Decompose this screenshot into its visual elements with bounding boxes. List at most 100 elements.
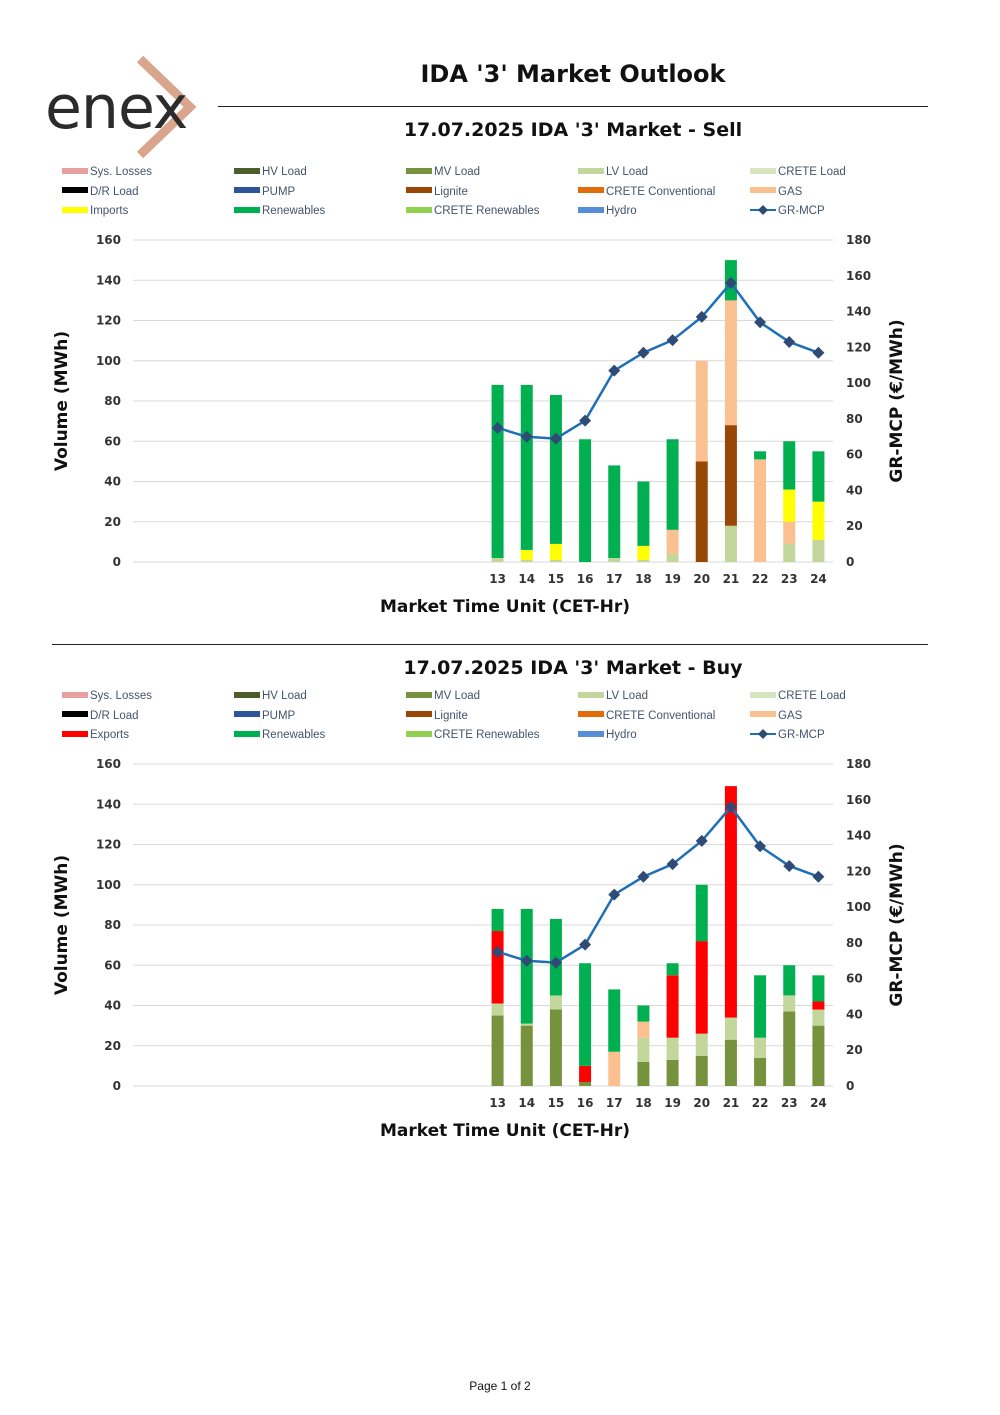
gr-mcp-point-14 bbox=[520, 430, 533, 443]
y-tick-label: 20 bbox=[104, 515, 121, 529]
section-divider bbox=[52, 644, 928, 645]
bar-imports-14 bbox=[520, 549, 533, 560]
bar-imports-23 bbox=[783, 489, 796, 522]
legend-label: Sys. Losses bbox=[90, 166, 152, 178]
y-tick-label: 160 bbox=[96, 757, 121, 771]
legend-label: Renewables bbox=[262, 205, 326, 217]
gr-mcp-point-20 bbox=[695, 310, 708, 323]
legend-label: PUMP bbox=[262, 185, 296, 198]
legend-item-crete-conventional: CRETE Conventional bbox=[578, 708, 715, 724]
y-tick-label: 0 bbox=[113, 555, 121, 569]
legend-swatch bbox=[406, 691, 432, 698]
legend-swatch bbox=[406, 187, 432, 194]
legend-item-renewables: Renewables bbox=[234, 203, 325, 219]
y-tick-label: 40 bbox=[104, 475, 121, 489]
x-tick-label: 18 bbox=[635, 1096, 652, 1110]
x-tick-label: 18 bbox=[635, 572, 652, 586]
x-tick-label: 22 bbox=[752, 572, 769, 586]
legend-swatch bbox=[406, 206, 432, 213]
bar-renewables-16 bbox=[579, 963, 592, 1066]
y2-tick-label: 120 bbox=[846, 864, 871, 878]
x-tick-label: 13 bbox=[489, 572, 506, 586]
bar-renewables-24 bbox=[812, 975, 825, 1002]
x-tick-label: 20 bbox=[693, 1096, 710, 1110]
bar-lv-load-24 bbox=[812, 539, 825, 562]
x-tick-label: 14 bbox=[518, 1096, 535, 1110]
bar-renewables-13 bbox=[491, 384, 504, 558]
legend-label: GAS bbox=[778, 709, 803, 722]
y-tick-label: 0 bbox=[113, 1079, 121, 1093]
gr-mcp-point-14 bbox=[520, 954, 533, 967]
legend-label: CRETE Conventional bbox=[606, 185, 716, 198]
legend-swatch bbox=[62, 187, 88, 194]
legend-item-d-r-load: D/R Load bbox=[62, 708, 139, 724]
y-tick-label: 60 bbox=[104, 958, 121, 972]
legend-item-exports: Exports bbox=[62, 727, 129, 743]
bar-renewables-18 bbox=[637, 1005, 650, 1022]
y-tick-label: 20 bbox=[104, 1039, 121, 1053]
y2-tick-label: 140 bbox=[846, 305, 871, 319]
x-tick-label: 17 bbox=[606, 572, 623, 586]
x-tick-label: 21 bbox=[723, 572, 740, 586]
gr-mcp-point-18 bbox=[637, 870, 650, 883]
x-tick-label: 22 bbox=[752, 1096, 769, 1110]
bar-mv-load-16 bbox=[579, 1081, 592, 1086]
legend-swatch bbox=[62, 730, 88, 737]
x-tick-label: 23 bbox=[781, 572, 798, 586]
y-tick-label: 100 bbox=[96, 878, 121, 892]
legend-item-crete-renewables: CRETE Renewables bbox=[406, 727, 539, 743]
bar-mv-load-19 bbox=[666, 1059, 679, 1086]
legend-label: Imports bbox=[90, 205, 129, 217]
legend-swatch bbox=[62, 711, 88, 718]
bar-renewables-15 bbox=[549, 394, 562, 544]
logo-wordmark: enex bbox=[45, 73, 188, 143]
bar-mv-load-18 bbox=[637, 1061, 650, 1086]
bar-gas-17 bbox=[608, 1051, 621, 1086]
x-tick-label: 20 bbox=[693, 572, 710, 586]
y-tick-label: 120 bbox=[96, 838, 121, 852]
gr-mcp-point-20 bbox=[695, 834, 708, 847]
gr-mcp-point-15 bbox=[549, 432, 562, 445]
bar-imports-15 bbox=[549, 543, 562, 560]
x-tick-label: 15 bbox=[548, 572, 565, 586]
legend-item-gas: GAS bbox=[750, 708, 802, 724]
legend-item-crete-load: CRETE Load bbox=[750, 688, 846, 704]
legend-label: Hydro bbox=[606, 729, 637, 741]
bar-gas-21 bbox=[724, 300, 737, 426]
x-axis-label: Market Time Unit (CET-Hr) bbox=[380, 597, 630, 617]
y-tick-label: 100 bbox=[96, 354, 121, 368]
gr-mcp-point-13 bbox=[491, 945, 504, 958]
gr-mcp-point-22 bbox=[754, 840, 767, 853]
y-tick-label: 80 bbox=[104, 918, 121, 932]
gr-mcp-point-19 bbox=[666, 334, 679, 347]
y2-tick-label: 160 bbox=[846, 793, 871, 807]
bar-renewables-17 bbox=[608, 465, 621, 558]
bar-lv-load-22 bbox=[754, 1037, 767, 1058]
bar-lv-load-21 bbox=[724, 1017, 737, 1040]
legend-line-marker-icon bbox=[750, 728, 776, 739]
gr-mcp-point-24 bbox=[812, 870, 825, 883]
legend-item-hydro: Hydro bbox=[578, 203, 637, 219]
logo-chevron-icon bbox=[136, 55, 197, 159]
y-axis-label: Volume (MWh) bbox=[52, 331, 72, 471]
bar-lv-load-13 bbox=[491, 557, 504, 562]
bar-renewables-19 bbox=[666, 439, 679, 530]
bar-lv-load-18 bbox=[637, 1037, 650, 1062]
legend-swatch bbox=[750, 711, 776, 718]
bar-lv-load-14 bbox=[520, 559, 533, 562]
x-tick-label: 16 bbox=[577, 1096, 594, 1110]
legend-item-hv-load: HV Load bbox=[234, 688, 307, 704]
y-tick-label: 60 bbox=[104, 434, 121, 448]
y2-axis-label: GR-MCP (€/MWh) bbox=[887, 843, 907, 1006]
bar-renewables-20 bbox=[695, 884, 708, 942]
page-number: Page 1 of 2 bbox=[469, 1379, 531, 1393]
bar-renewables-14 bbox=[520, 384, 533, 550]
legend-swatch bbox=[578, 187, 604, 194]
y2-tick-label: 180 bbox=[846, 757, 871, 771]
legend-item-mv-load: MV Load bbox=[406, 688, 480, 704]
gr-mcp-point-13 bbox=[491, 421, 504, 434]
bar-mv-load-15 bbox=[549, 1009, 562, 1086]
bar-renewables-22 bbox=[754, 451, 767, 460]
gr-mcp-point-16 bbox=[579, 414, 592, 427]
gr-mcp-point-23 bbox=[783, 859, 796, 872]
